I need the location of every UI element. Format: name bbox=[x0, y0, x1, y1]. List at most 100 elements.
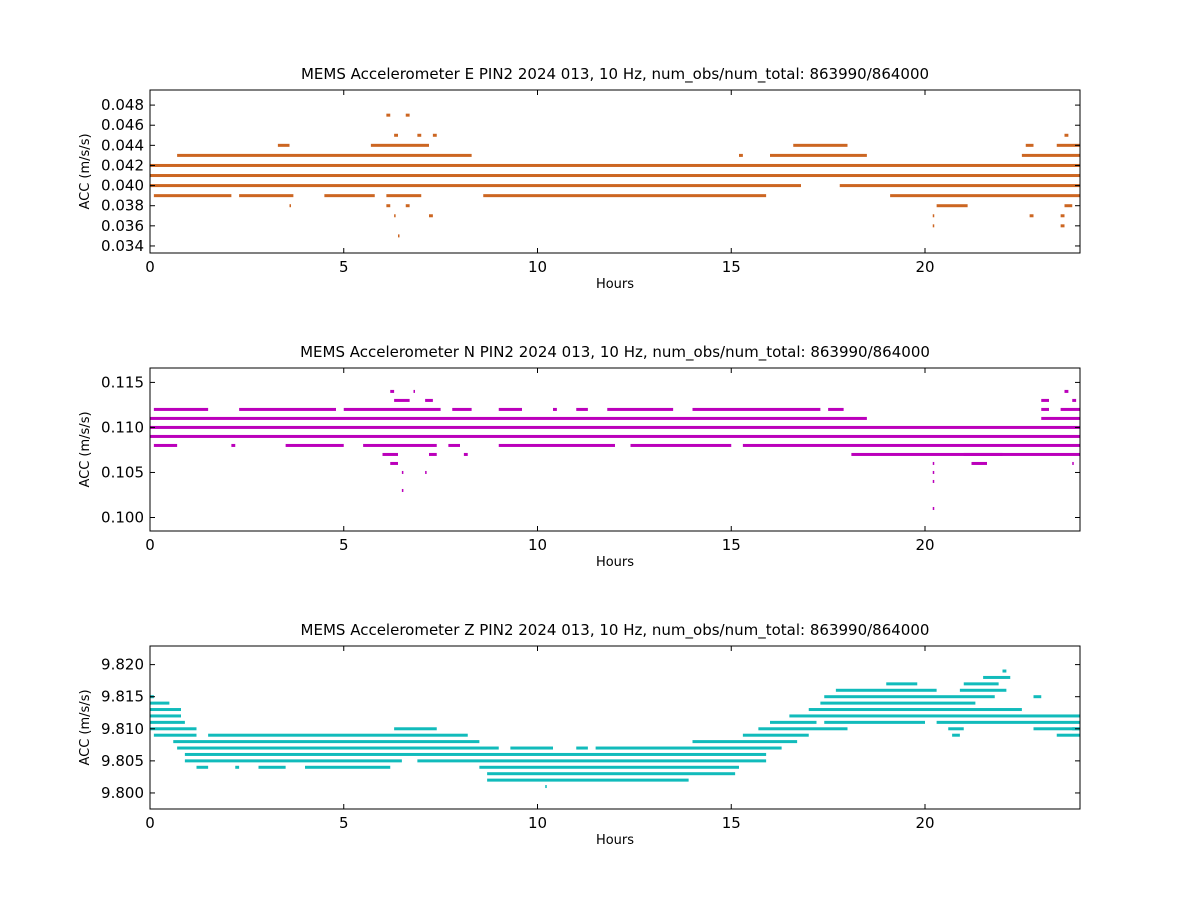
y-axis-label-e: ACC (m/s/s) bbox=[78, 133, 93, 209]
x-tick-label: 10 bbox=[528, 536, 547, 554]
y-tick-label: 9.800 bbox=[101, 784, 144, 802]
data-band bbox=[952, 733, 960, 737]
data-band bbox=[239, 194, 294, 198]
data-band bbox=[413, 389, 415, 393]
data-band bbox=[153, 443, 178, 447]
data-band bbox=[452, 407, 472, 411]
data-band bbox=[890, 194, 1080, 198]
data-band bbox=[630, 443, 732, 447]
data-band bbox=[595, 746, 782, 750]
data-band bbox=[1060, 407, 1080, 411]
data-band bbox=[936, 720, 1080, 724]
data-band bbox=[390, 389, 395, 393]
data-band bbox=[932, 506, 935, 510]
x-tick-label: 5 bbox=[339, 258, 349, 276]
data-band bbox=[498, 443, 615, 447]
y-tick-label: 0.044 bbox=[101, 136, 144, 154]
data-band bbox=[770, 153, 867, 157]
data-band bbox=[498, 407, 522, 411]
data-band bbox=[932, 224, 935, 228]
x-tick-label: 20 bbox=[915, 814, 934, 832]
y-tick-label: 9.820 bbox=[101, 656, 144, 674]
x-tick-label: 20 bbox=[915, 258, 934, 276]
data-band bbox=[153, 733, 197, 737]
data-band bbox=[1033, 727, 1080, 731]
y-tick-label: 9.815 bbox=[101, 688, 144, 706]
data-band bbox=[394, 133, 398, 137]
data-band bbox=[405, 113, 410, 117]
data-band bbox=[1029, 214, 1034, 218]
data-band bbox=[835, 688, 937, 692]
x-axis-label-e: Hours bbox=[596, 277, 634, 292]
data-band bbox=[1033, 695, 1042, 699]
y-axis-label-z: ACC (m/s/s) bbox=[78, 689, 93, 765]
data-band bbox=[1064, 133, 1069, 137]
axes-frame-e bbox=[149, 89, 1081, 254]
data-band bbox=[386, 113, 391, 117]
subplot-n: MEMS Accelerometer N PIN2 2024 013, 10 H… bbox=[78, 343, 1081, 570]
data-band bbox=[177, 153, 472, 157]
data-band bbox=[932, 479, 935, 483]
data-band bbox=[1072, 398, 1077, 402]
data-band bbox=[959, 688, 1007, 692]
data-band bbox=[150, 714, 181, 718]
data-band bbox=[1041, 416, 1080, 420]
data-band bbox=[184, 752, 767, 756]
axes-frame-n bbox=[149, 367, 1081, 532]
data-band bbox=[1021, 153, 1080, 157]
y-tick-label: 0.038 bbox=[101, 197, 144, 215]
chart-title-z: MEMS Accelerometer Z PIN2 2024 013, 10 H… bbox=[301, 621, 930, 640]
data-band bbox=[150, 174, 1080, 178]
data-band bbox=[983, 675, 1011, 679]
data-band bbox=[932, 461, 935, 465]
y-axis-label-n: ACC (m/s/s) bbox=[78, 411, 93, 487]
data-band bbox=[150, 163, 1080, 167]
x-axis-label-z: Hours bbox=[596, 833, 634, 848]
data-band bbox=[394, 727, 437, 731]
data-band bbox=[324, 194, 375, 198]
data-band bbox=[417, 133, 422, 137]
x-tick-label: 0 bbox=[145, 814, 155, 832]
x-tick-label: 5 bbox=[339, 814, 349, 832]
data-band bbox=[417, 759, 767, 763]
data-band bbox=[553, 407, 557, 411]
data-band bbox=[824, 695, 995, 699]
data-band bbox=[758, 727, 848, 731]
data-band bbox=[487, 772, 736, 776]
y-tick-label: 0.036 bbox=[101, 217, 144, 235]
axes-frame-z bbox=[149, 645, 1081, 810]
data-band bbox=[150, 434, 1080, 438]
data-band bbox=[382, 452, 398, 456]
x-tick-label: 10 bbox=[528, 258, 547, 276]
data-band bbox=[208, 733, 468, 737]
y-tick-label: 0.042 bbox=[101, 156, 144, 174]
data-band bbox=[948, 727, 964, 731]
data-band bbox=[150, 701, 170, 705]
data-band bbox=[150, 720, 185, 724]
data-band bbox=[576, 407, 588, 411]
data-band bbox=[150, 727, 197, 731]
data-band bbox=[820, 701, 976, 705]
data-band bbox=[401, 470, 404, 474]
x-tick-label: 15 bbox=[722, 536, 741, 554]
data-band bbox=[1060, 224, 1065, 228]
data-band bbox=[932, 214, 935, 218]
x-tick-label: 0 bbox=[145, 536, 155, 554]
data-band bbox=[839, 184, 1080, 188]
data-band bbox=[398, 234, 400, 238]
data-band bbox=[429, 214, 433, 218]
data-band bbox=[425, 398, 433, 402]
data-band bbox=[483, 194, 767, 198]
data-band bbox=[363, 443, 437, 447]
x-tick-label: 15 bbox=[722, 814, 741, 832]
data-band bbox=[150, 708, 181, 712]
x-tick-label: 15 bbox=[722, 258, 741, 276]
y-tick-label: 0.046 bbox=[101, 116, 144, 134]
data-band bbox=[576, 746, 588, 750]
y-tick-label: 0.115 bbox=[101, 373, 144, 391]
data-band bbox=[177, 746, 499, 750]
data-band bbox=[545, 785, 547, 789]
data-band bbox=[692, 407, 821, 411]
data-bands bbox=[150, 113, 1080, 238]
